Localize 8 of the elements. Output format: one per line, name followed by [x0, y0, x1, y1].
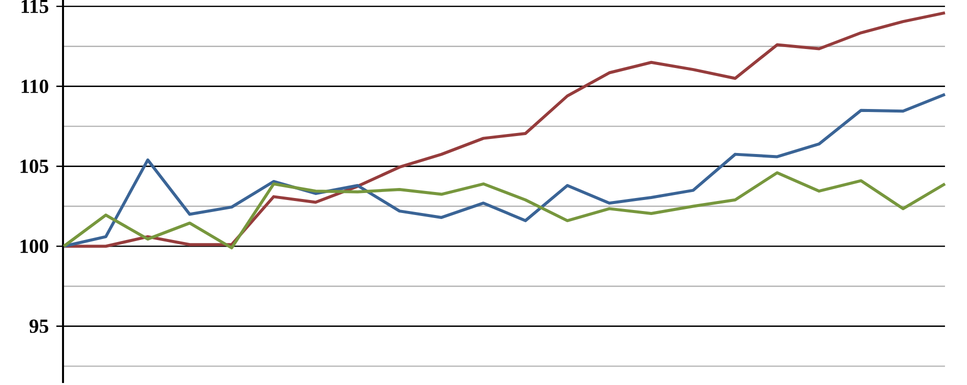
y-tick-label: 105 — [20, 160, 48, 174]
y-tick-label: 115 — [22, 0, 48, 14]
y-tick-label: 110 — [22, 80, 48, 94]
y-tick-label: 95 — [30, 320, 48, 333]
line-series — [62, 171, 946, 250]
line-series — [62, 92, 946, 248]
y-tick-label: 100 — [20, 240, 48, 253]
line-series — [62, 11, 946, 248]
